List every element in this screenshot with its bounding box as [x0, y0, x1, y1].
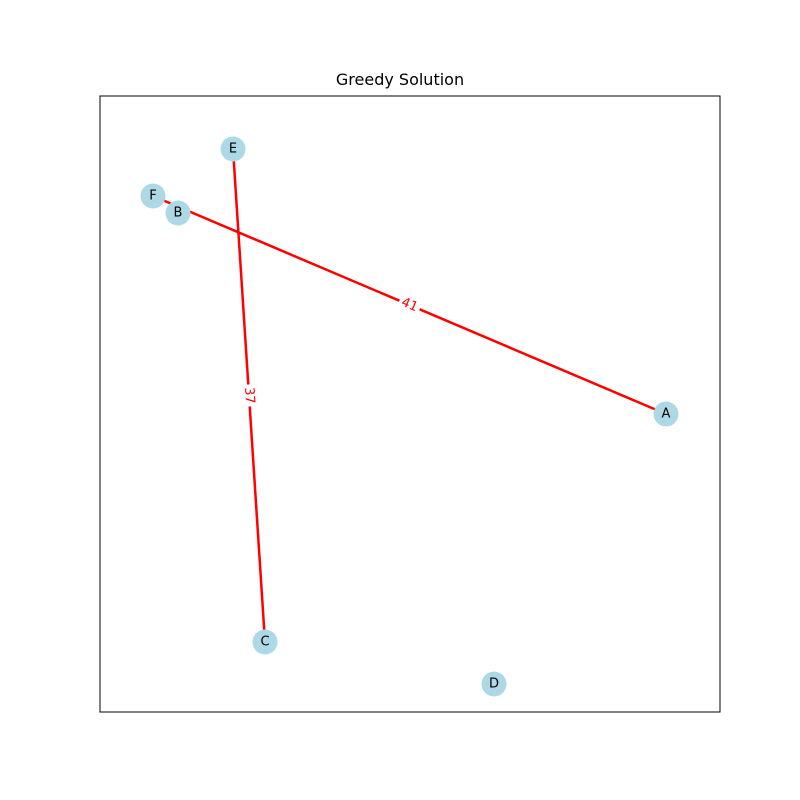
node-c: C	[252, 629, 278, 655]
edge-weight-label-bg	[396, 293, 423, 317]
node-label: B	[174, 206, 183, 221]
edge-weight-label-bg	[240, 384, 258, 407]
node-a: A	[653, 401, 679, 427]
diagram-title: Greedy Solution	[335, 70, 465, 89]
node-d: D	[481, 671, 507, 697]
edge-weight-label: 37	[240, 384, 258, 407]
edge-labels-layer: 41 37	[240, 293, 423, 407]
nodes-layer: A B C D E F	[140, 136, 679, 697]
node-label: A	[662, 407, 671, 422]
node-circle	[165, 200, 191, 226]
node-label: E	[229, 142, 237, 157]
edges-layer	[152, 148, 667, 643]
node-f: F	[140, 183, 166, 209]
plot-frame	[99, 95, 721, 713]
edge-weight-label: 41	[396, 293, 423, 317]
node-circle	[481, 671, 507, 697]
node-label: F	[149, 189, 156, 204]
node-circle	[653, 401, 679, 427]
node-circle	[252, 629, 278, 655]
node-circle	[220, 136, 246, 162]
node-label: D	[489, 677, 499, 692]
node-b: B	[165, 200, 191, 226]
edge-weight-text: 37	[241, 387, 257, 404]
node-label: C	[260, 635, 269, 650]
node-e: E	[220, 136, 246, 162]
node-circle	[140, 183, 166, 209]
edge-weight-text: 41	[399, 295, 420, 315]
